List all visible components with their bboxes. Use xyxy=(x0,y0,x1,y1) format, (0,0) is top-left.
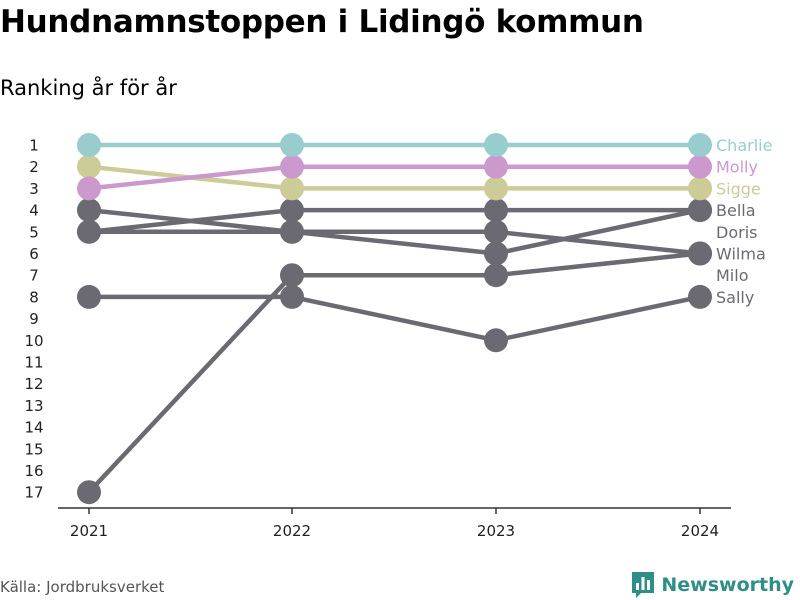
chart-axes: 2021 2022 2023 2024123456789101112131415161… xyxy=(24,137,731,540)
series-line-milo xyxy=(86,251,703,495)
brand-name: Newsworthy xyxy=(661,574,794,596)
data-point-sigge xyxy=(280,176,304,201)
data-point-sigge xyxy=(77,154,101,179)
data-point-bella xyxy=(280,198,304,223)
series-label-bella: Bella xyxy=(716,201,756,220)
series-points xyxy=(77,133,712,505)
series-label-molly: Molly xyxy=(716,158,758,177)
ranking-line-chart: 2021 2022 2023 2024123456789101112131415161… xyxy=(24,133,772,540)
series-labels: Charlie Molly Sigge Bella Doris Wilma Milo Sall… xyxy=(716,136,772,307)
y-tick-label: 4 xyxy=(29,202,39,220)
y-tick-label: 3 xyxy=(29,180,39,198)
data-point-doris xyxy=(280,219,304,244)
y-tick-label: 6 xyxy=(29,245,39,263)
data-point-bella xyxy=(484,198,508,223)
y-tick-label: 9 xyxy=(29,310,39,328)
series-lines xyxy=(86,142,703,495)
data-point-milo xyxy=(484,263,508,288)
series-label-charlie: Charlie xyxy=(716,136,772,155)
y-tick-label: 11 xyxy=(24,354,43,372)
series-line-bella xyxy=(86,207,703,235)
data-point-molly xyxy=(688,154,712,179)
data-point-sally xyxy=(77,284,101,309)
data-point-milo xyxy=(77,480,101,505)
series-label-milo: Milo xyxy=(716,266,748,285)
data-point-sally xyxy=(484,328,508,353)
data-point-molly xyxy=(484,154,508,179)
data-point-charlie xyxy=(77,133,101,157)
series-line-doris xyxy=(86,229,703,256)
data-point-charlie xyxy=(688,133,712,157)
data-point-bella xyxy=(688,198,712,223)
source-note: Källa: Jordbruksverket xyxy=(0,578,165,596)
series-label-wilma: Wilma xyxy=(716,245,766,264)
y-tick-label: 8 xyxy=(29,288,39,306)
data-point-charlie xyxy=(280,133,304,157)
x-tick-label: 2022 xyxy=(273,522,311,540)
series-label-sally: Sally xyxy=(716,288,754,307)
y-tick-label: 7 xyxy=(29,267,39,285)
x-tick-label: 2024 xyxy=(681,522,719,540)
series-line-molly xyxy=(86,164,703,191)
y-tick-label: 15 xyxy=(24,440,43,458)
brand-logo: Newsworthy xyxy=(631,570,794,600)
data-point-milo xyxy=(280,263,304,288)
x-tick-label: 2023 xyxy=(477,522,515,540)
data-point-doris xyxy=(688,241,712,266)
series-label-sigge: Sigge xyxy=(716,179,761,198)
data-point-sally xyxy=(280,284,304,309)
y-tick-label: 2 xyxy=(29,158,39,176)
chart-title: Hundnamnstoppen i Lidingö kommun xyxy=(0,4,644,40)
y-tick-label: 12 xyxy=(24,375,43,393)
data-point-wilma xyxy=(484,241,508,266)
y-tick-label: 14 xyxy=(24,419,43,437)
data-point-molly xyxy=(280,154,304,179)
y-tick-label: 10 xyxy=(24,332,43,350)
y-tick-label: 5 xyxy=(29,223,39,241)
y-tick-label: 1 xyxy=(29,137,39,155)
series-label-doris: Doris xyxy=(716,223,757,242)
bar-chart-logo-icon xyxy=(632,572,655,598)
data-point-doris xyxy=(484,219,508,244)
y-tick-label: 17 xyxy=(24,484,43,502)
chart-subtitle: Ranking år för år xyxy=(0,76,177,100)
data-point-wilma xyxy=(77,198,101,223)
y-tick-label: 13 xyxy=(24,397,43,415)
data-point-molly xyxy=(77,176,101,201)
series-line-sally xyxy=(86,294,703,343)
y-tick-label: 16 xyxy=(24,462,43,480)
x-tick-label: 2021 xyxy=(70,522,108,540)
data-point-sigge xyxy=(688,176,712,201)
data-point-sigge xyxy=(484,176,508,201)
data-point-charlie xyxy=(484,133,508,157)
data-point-sally xyxy=(688,284,712,309)
data-point-bella xyxy=(77,219,101,244)
